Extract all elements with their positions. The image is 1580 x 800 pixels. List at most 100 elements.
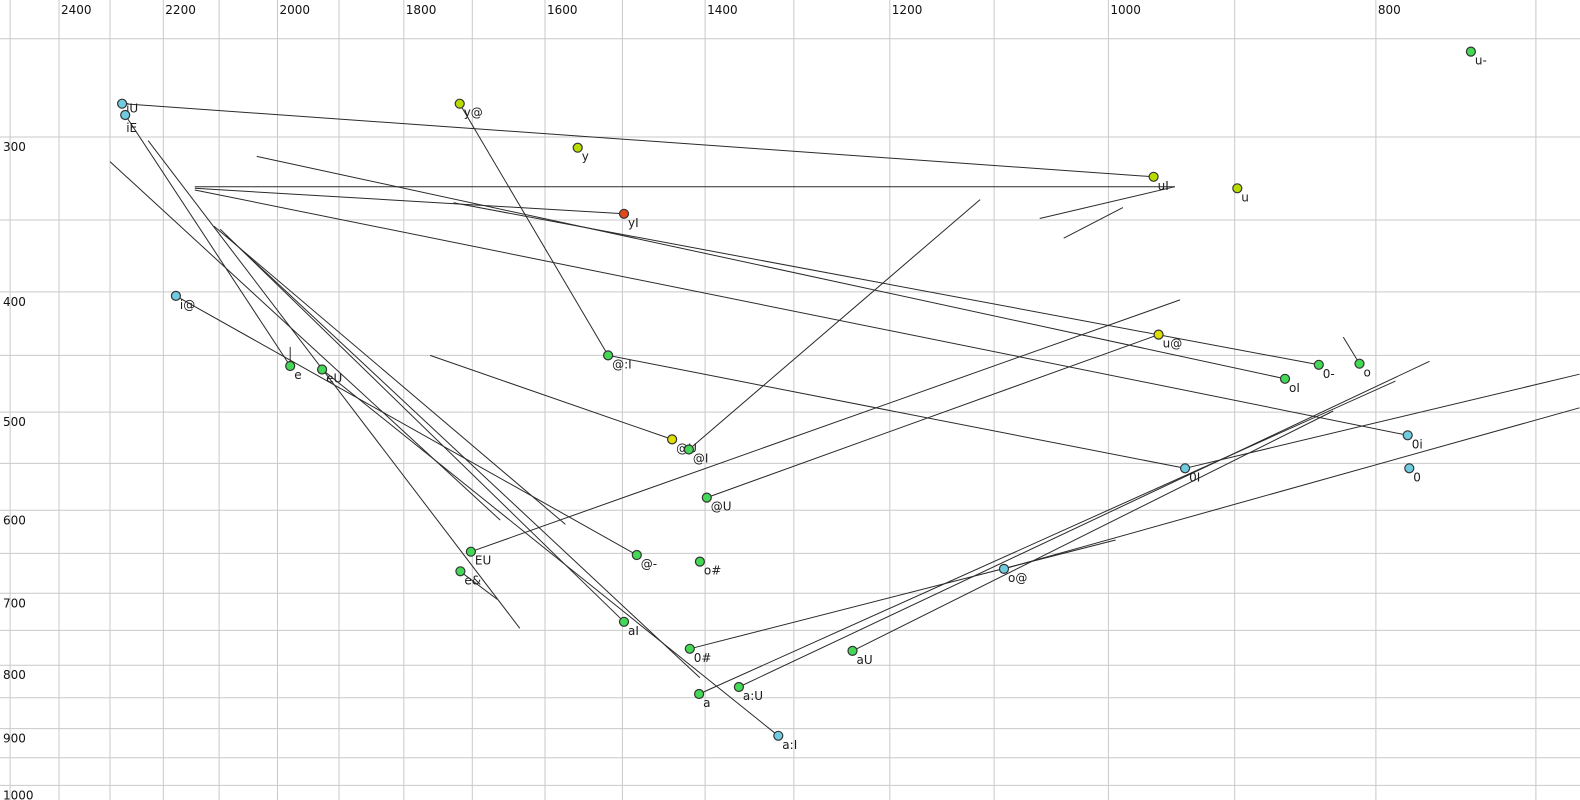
trajectory-line	[470, 299, 1181, 553]
vowel-point[interactable]	[120, 109, 131, 121]
vowel-point-label: @:I	[612, 357, 632, 371]
vowel-point[interactable]	[116, 98, 128, 109]
trajectory-line	[852, 410, 1334, 652]
vowel-point[interactable]	[701, 492, 712, 503]
trajectory-line	[429, 354, 673, 440]
vowel-point[interactable]	[683, 444, 695, 455]
x-tick-label: 2200	[165, 3, 196, 17]
vowel-point[interactable]	[1465, 46, 1477, 57]
vowel-point-label: y	[582, 150, 589, 164]
trajectory-line	[1184, 373, 1580, 469]
vowel-point-label: i@	[180, 298, 195, 312]
vowel-point[interactable]	[1232, 183, 1243, 194]
trajectory-line	[706, 334, 1159, 499]
vowel-point[interactable]	[1279, 373, 1291, 384]
vowel-point-label: o@	[1008, 571, 1027, 585]
vowel-point[interactable]	[317, 364, 328, 375]
x-tick-label: 1800	[406, 3, 437, 17]
y-tick-label: 1000	[3, 788, 34, 800]
vowel-point[interactable]	[684, 643, 695, 654]
vowel-point-label: eU	[326, 372, 342, 386]
vowel-point[interactable]	[618, 208, 630, 219]
y-tick-label: 800	[3, 668, 26, 682]
vowel-point[interactable]	[285, 360, 296, 372]
trajectory-line	[738, 360, 1430, 688]
trajectory-line	[175, 295, 638, 556]
vowel-point[interactable]	[694, 556, 706, 567]
vowel-point-label: yI	[628, 216, 639, 230]
trajectory-line	[1342, 336, 1360, 364]
vowel-point-label: u@	[1163, 337, 1183, 351]
trajectory-line	[321, 369, 779, 737]
vowel-point-label: @I	[693, 452, 709, 466]
x-tick-label: 2000	[280, 3, 311, 17]
trajectory-line	[1039, 186, 1176, 219]
trajectory-line	[689, 539, 1116, 650]
vowel-point-label: e&	[464, 573, 481, 587]
vowel-point-label: iE	[126, 121, 137, 135]
trajectory-line	[109, 161, 501, 521]
vowel-point-label: uI	[1158, 179, 1169, 193]
vowel-point[interactable]	[602, 350, 614, 361]
y-tick-label: 600	[3, 513, 26, 527]
x-tick-label: 2400	[61, 3, 92, 17]
vowel-point-label: a	[703, 696, 710, 710]
vowel-point[interactable]	[455, 566, 466, 577]
vowel-point[interactable]	[454, 98, 465, 109]
vowel-point[interactable]	[666, 434, 678, 445]
x-tick-label: 1400	[707, 3, 738, 17]
vowel-point-label: a:U	[743, 689, 763, 703]
y-tick-label: 300	[3, 140, 26, 154]
x-tick-label: 800	[1378, 3, 1401, 17]
vowel-point[interactable]	[693, 688, 705, 700]
trajectory-line	[256, 155, 1286, 380]
vowel-point[interactable]	[847, 645, 858, 657]
vowel-point-label: EU	[475, 554, 491, 568]
y-tick-label: 400	[3, 295, 26, 309]
trajectory-line	[608, 354, 1186, 469]
vowel-point-label: aU	[857, 653, 873, 667]
vowel-point[interactable]	[1148, 171, 1159, 182]
trajectory-line	[194, 189, 1408, 436]
vowel-point-label: @U	[711, 500, 732, 514]
trajectory-line	[194, 187, 625, 215]
vowel-point[interactable]	[1404, 463, 1415, 474]
vowel-point-label: 0I	[1189, 470, 1200, 484]
trajectory-line	[688, 199, 981, 450]
vowel-point[interactable]	[733, 681, 745, 693]
vowel-point-label: a:I	[782, 738, 797, 752]
y-axis-tick-labels: 300 400 500 600 700 800 900 1000	[3, 140, 34, 800]
vowel-point[interactable]	[170, 290, 181, 301]
x-tick-label: 1600	[547, 3, 578, 17]
vowel-point[interactable]	[572, 142, 583, 153]
trajectory-line	[459, 103, 609, 356]
vowel-point-label: oI	[1289, 381, 1300, 395]
vowel-point[interactable]	[1179, 463, 1191, 474]
trajectory-lines	[109, 103, 1580, 737]
x-axis-tick-labels: 2400 2200 2000 1800 1600 1400 1200 1000 800	[61, 3, 1401, 17]
x-tick-label: 1200	[892, 3, 923, 17]
trajectory-line	[462, 573, 498, 600]
vowel-point[interactable]	[1354, 358, 1365, 369]
trajectory-line	[124, 114, 291, 367]
vowel-point[interactable]	[1313, 359, 1324, 370]
vowel-point[interactable]	[773, 730, 784, 741]
trajectory-line	[122, 103, 1154, 178]
vowel-point[interactable]	[631, 549, 642, 561]
vowel-point[interactable]	[1402, 430, 1413, 441]
trajectory-line	[1063, 207, 1124, 239]
trajectory-line	[213, 225, 566, 525]
vowel-point[interactable]	[998, 563, 1010, 575]
vowel-point-label: 0	[1413, 470, 1421, 484]
vowel-point[interactable]	[1153, 329, 1164, 340]
data-points: iUiEy@yu-uIuyIi@eeU@:Iu@0-ooI@U@I@U0i00I…	[116, 46, 1487, 752]
vowel-point-label: u-	[1475, 54, 1487, 68]
vowel-point-label: o	[1364, 366, 1371, 380]
vowel-point[interactable]	[618, 616, 630, 627]
vowel-point-label: 0i	[1412, 437, 1423, 451]
y-tick-label: 700	[3, 596, 26, 610]
vowel-point[interactable]	[465, 546, 476, 557]
trajectory-line	[219, 228, 625, 623]
